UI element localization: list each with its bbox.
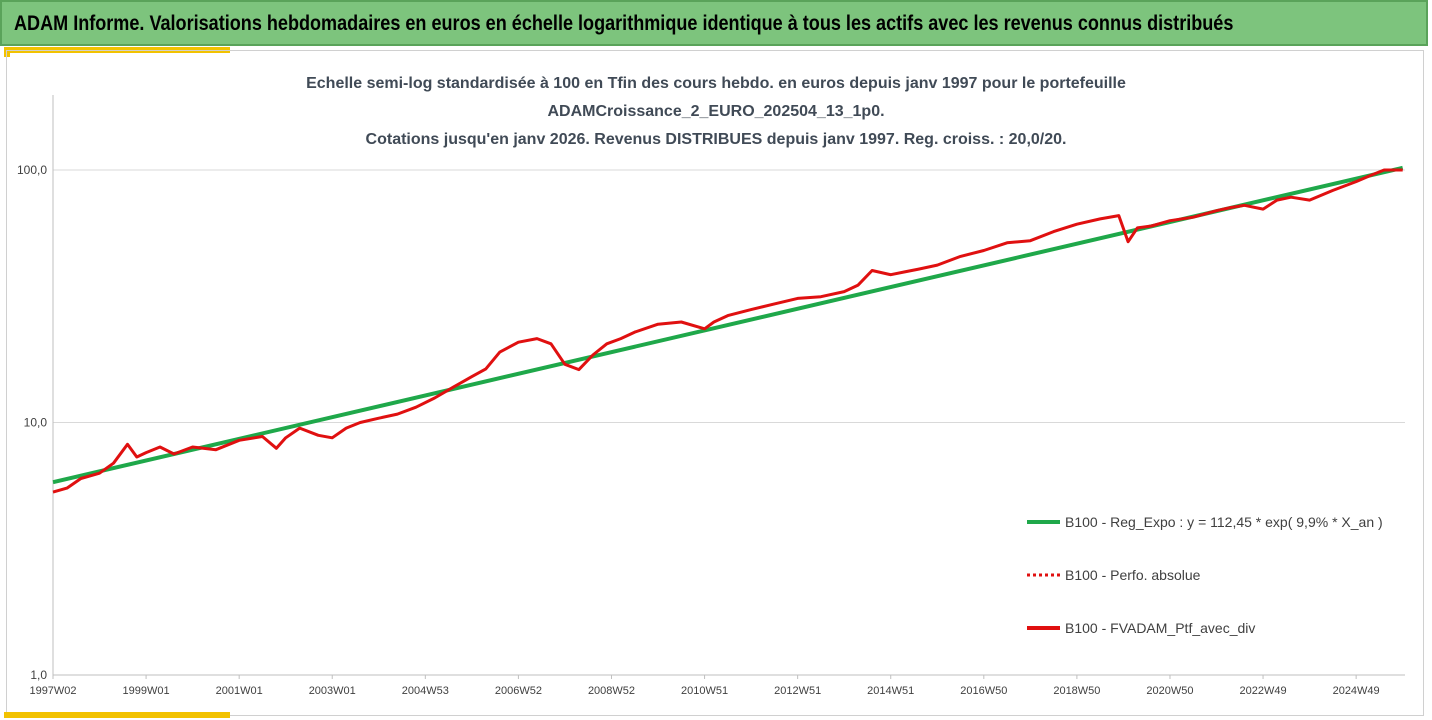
x-tick-label: 2014W51 [867, 685, 914, 697]
x-tick-label: 1999W01 [123, 685, 170, 697]
series-line-2 [52, 168, 1403, 494]
x-tick-label: 2022W49 [1240, 685, 1287, 697]
x-tick-label: 2004W53 [402, 685, 449, 697]
x-tick-label: 2018W50 [1053, 685, 1100, 697]
legend-label-2: B100 - FVADAM_Ptf_avec_div [1065, 620, 1255, 636]
gridlines [53, 169, 1405, 676]
x-tick-label: 2024W49 [1333, 685, 1380, 697]
x-tick-label: 2020W50 [1146, 685, 1193, 697]
x-tick-label: 1997W02 [29, 685, 76, 697]
x-tick-label: 2001W01 [216, 685, 263, 697]
y-tick-label: 100,0 [17, 163, 47, 177]
chart-title: Echelle semi-log standardisée à 100 en T… [250, 70, 1182, 154]
legend-label-1: B100 - Perfo. absolue [1065, 567, 1201, 583]
y-tick-label: 10,0 [24, 416, 48, 430]
series-lines [52, 165, 1404, 494]
x-tick-label: 2008W52 [588, 685, 635, 697]
legend-label-0: B100 - Reg_Expo : y = 112,45 * exp( 9,9%… [1065, 514, 1383, 530]
page-title: ADAM Informe. Valorisations hebdomadaire… [14, 12, 1234, 35]
x-tick-label: 2006W52 [495, 685, 542, 697]
accent-bar-left [4, 47, 10, 57]
axes: 1,0 10,0 100,0 1997W02 1999W01 2001W01 2003W01… [17, 95, 1405, 697]
chart-title-line-1: Echelle semi-log standardisée à 100 en T… [306, 75, 1126, 92]
x-tick-label: 2003W01 [309, 685, 356, 697]
chart-title-line-3: Cotations jusqu'en janv 2026. Revenus DI… [365, 131, 1067, 148]
x-tick-label: 2010W51 [681, 685, 728, 697]
x-tick-label: 2012W51 [774, 685, 821, 697]
chart-frame [6, 50, 1424, 716]
chart-title-line-2: ADAMCroissance_2_EURO_202504_13_1p0. [547, 103, 885, 120]
accent-bar-bottom [4, 712, 230, 718]
header-banner: ADAM Informe. Valorisations hebdomadaire… [0, 0, 1428, 46]
y-tick-label: 1,0 [30, 668, 47, 682]
legend: B100 - Reg_Expo : y = 112,45 * exp( 9,9%… [1027, 514, 1383, 636]
x-tick-label: 2016W50 [960, 685, 1007, 697]
